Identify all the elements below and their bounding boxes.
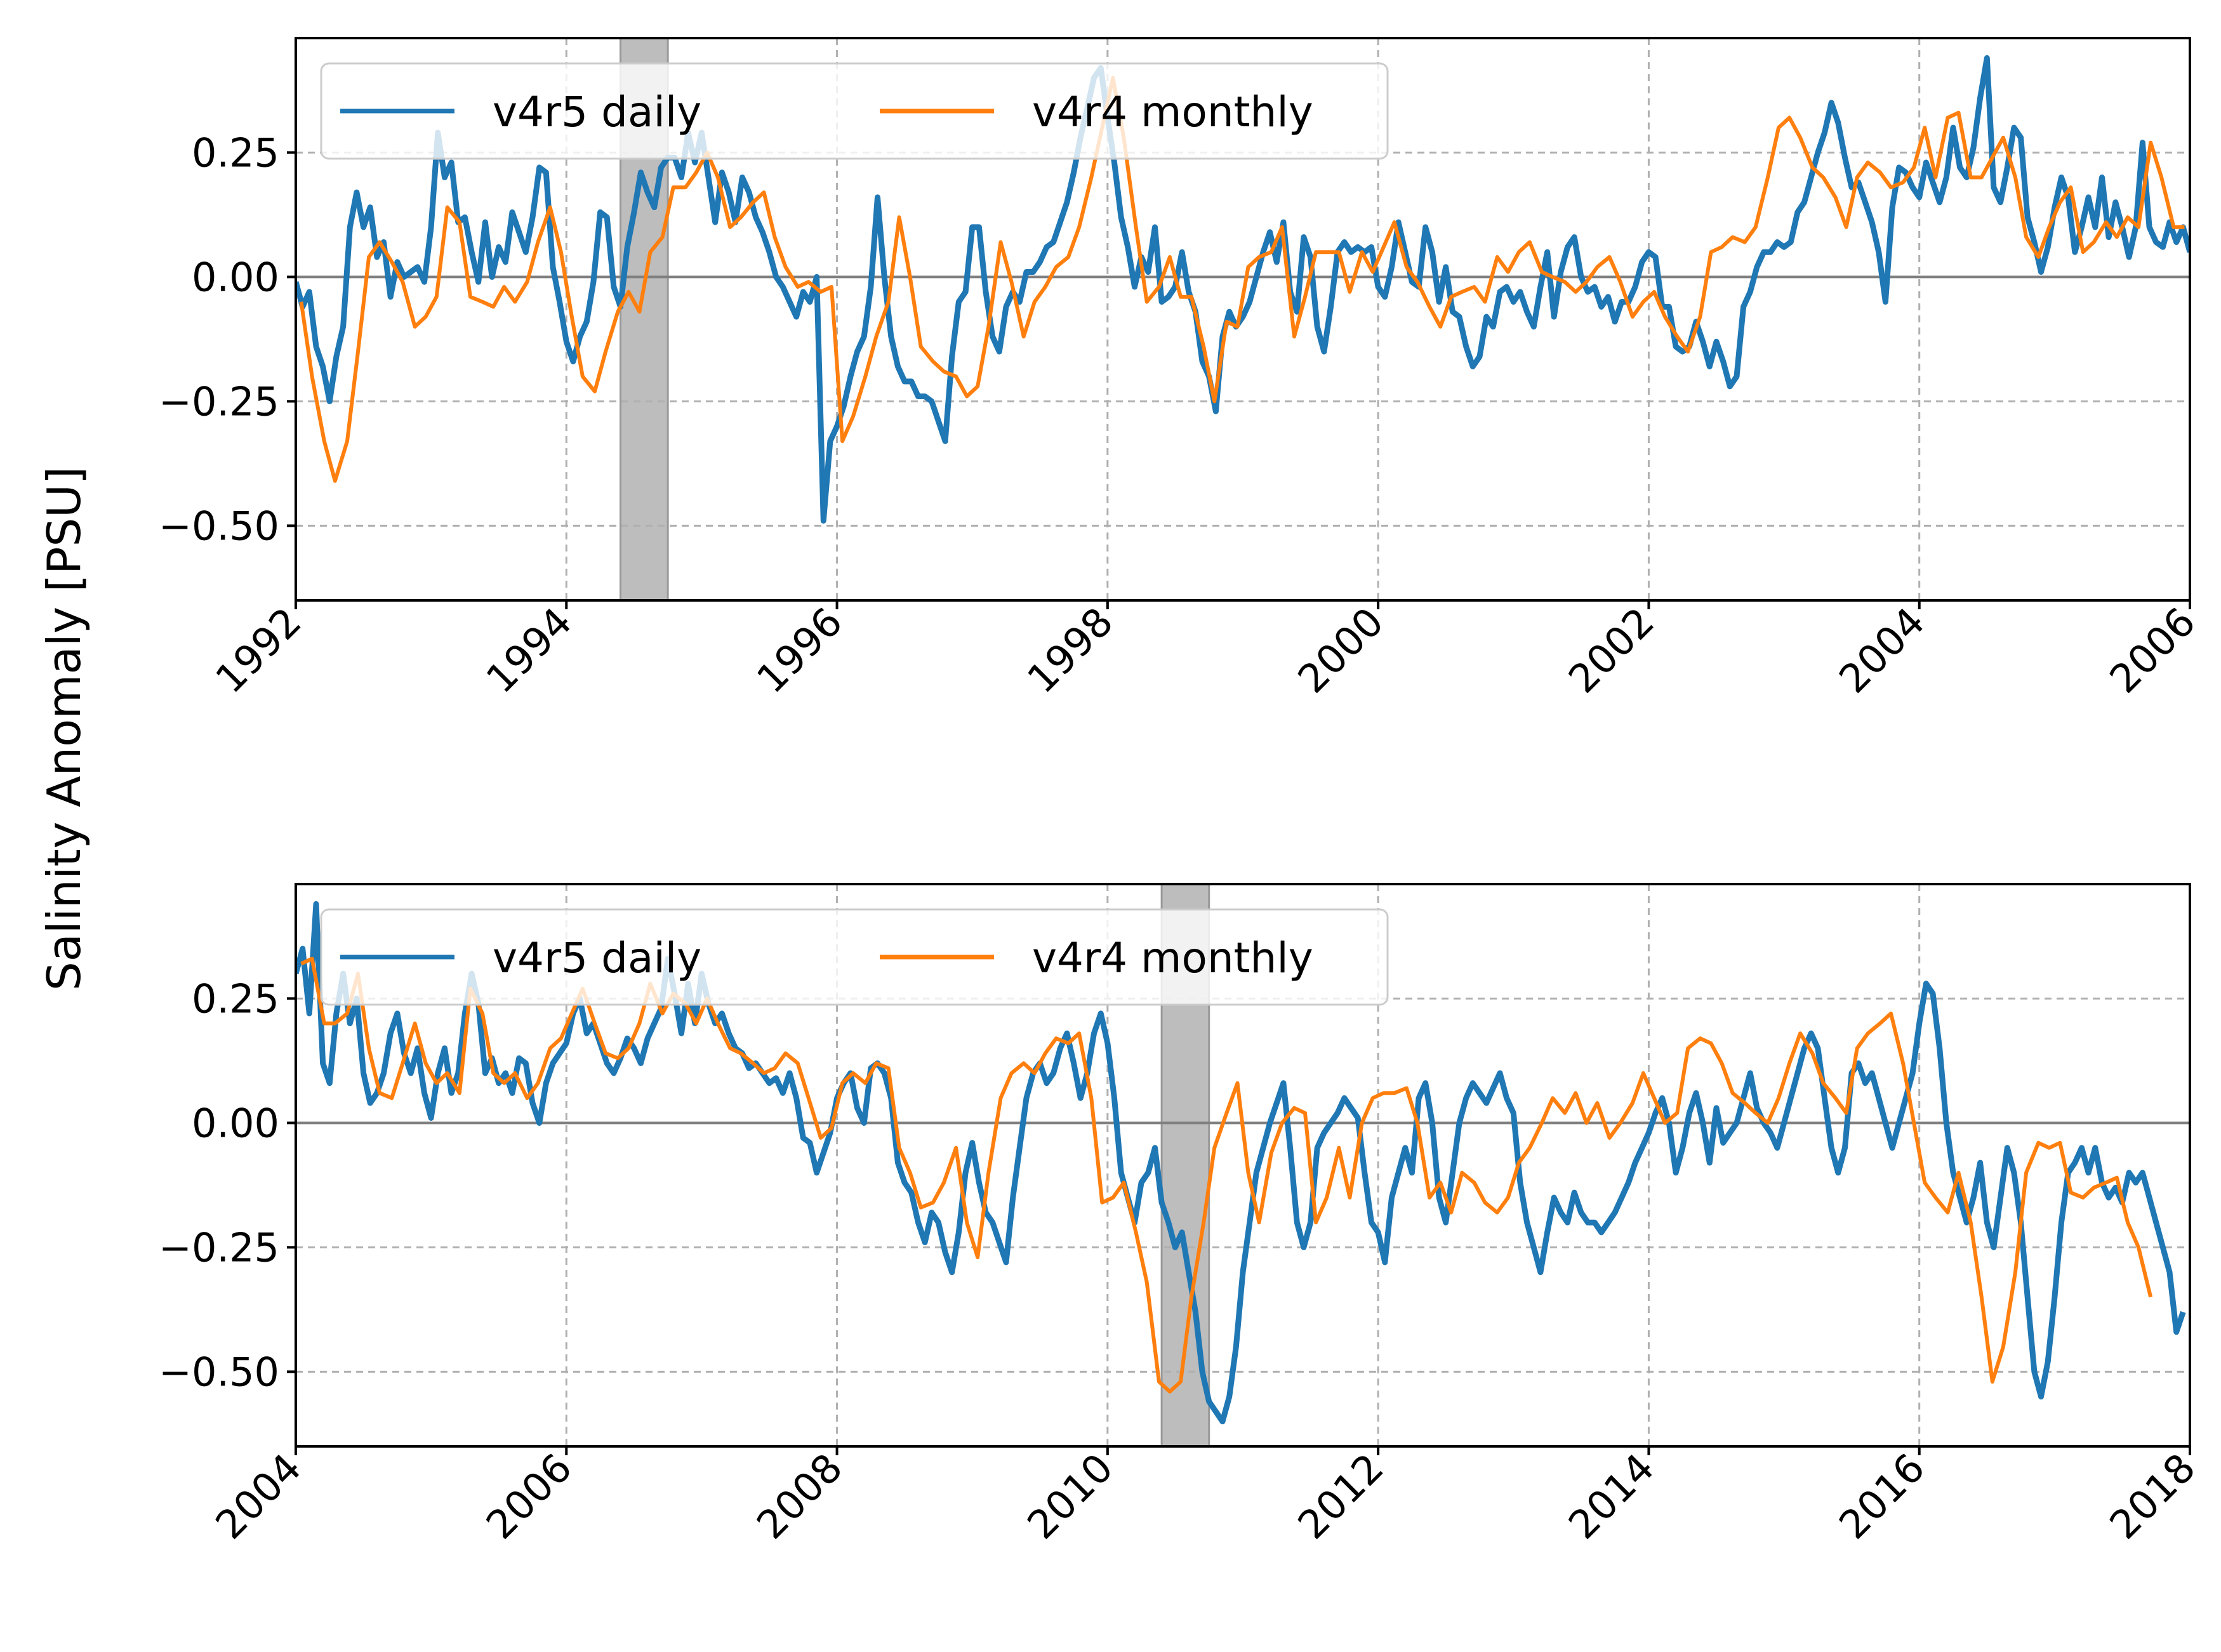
legend-label-v4r5-daily: v4r5 daily xyxy=(493,934,701,982)
axes-frame xyxy=(295,37,2191,602)
y-tick-label: 0.00 xyxy=(192,254,279,300)
y-tick-label: −0.50 xyxy=(159,503,279,549)
series-line-v4r4-monthly xyxy=(300,956,2153,1394)
legend-label-v4r4-monthly: v4r4 monthly xyxy=(1032,934,1313,982)
y-tick-label: 0.00 xyxy=(192,1100,279,1146)
y-tick-label: −0.25 xyxy=(159,378,279,425)
legend-label-v4r5-daily: v4r5 daily xyxy=(493,88,701,136)
y-axis-label: Salinity Anomaly [PSU] xyxy=(37,466,91,991)
y-tick-label: −0.25 xyxy=(159,1224,279,1271)
series-line-v4r5-daily xyxy=(296,55,2190,524)
y-tick-label: −0.50 xyxy=(159,1349,279,1395)
y-tick-label: 0.25 xyxy=(192,129,279,176)
series-line-v4r5-daily xyxy=(296,901,2186,1425)
y-tick-label: 0.25 xyxy=(192,975,279,1022)
legend-box xyxy=(320,62,1389,160)
series-line-v4r4-monthly xyxy=(299,76,2185,483)
legend-label-v4r4-monthly: v4r4 monthly xyxy=(1032,88,1313,136)
axes-frame xyxy=(295,883,2191,1448)
legend-box xyxy=(320,908,1389,1006)
